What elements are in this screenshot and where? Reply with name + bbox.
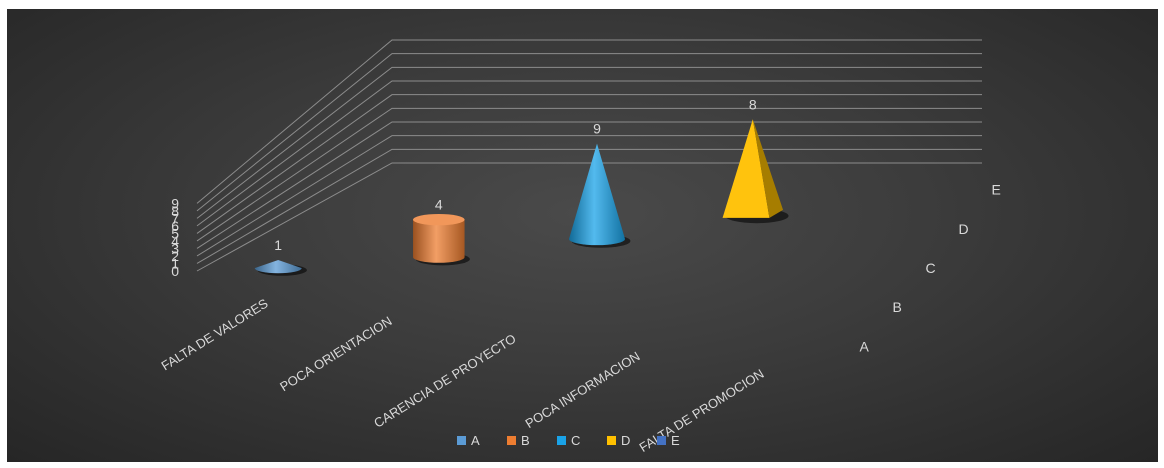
y-tick-label: 7: [171, 210, 179, 226]
legend-label: C: [571, 433, 580, 448]
series-axis-label: A: [860, 338, 870, 354]
cylinder-top: [413, 213, 465, 226]
data-shape-a: [254, 259, 307, 276]
category-label: POCA INFORMACION: [523, 348, 643, 431]
data-labels: 8 9 4 1: [274, 96, 757, 253]
gridline-3: [196, 121, 982, 249]
y-tick-label: 0: [171, 263, 179, 279]
data-shape-b: [413, 213, 470, 266]
legend: A B C D E: [457, 433, 680, 448]
y-tick-label: 9: [171, 195, 179, 211]
legend-item: D: [607, 433, 630, 448]
series-axis-label: C: [926, 260, 936, 276]
gridline-5: [196, 94, 982, 234]
gridline-1: [196, 148, 982, 264]
cylinder-body: [413, 219, 465, 263]
data-shape-c: [569, 143, 631, 248]
y-tick-label: 5: [171, 225, 179, 241]
y-tick-label: 8: [171, 203, 179, 219]
series-axis-labels: A B C D E: [860, 182, 1001, 355]
data-shapes: [254, 119, 789, 276]
gridline-6: [196, 80, 982, 227]
gridline-7: [196, 66, 982, 219]
legend-swatch: [607, 436, 616, 445]
series-axis-label: D: [959, 221, 969, 237]
category-label: FALTA DE VALORES: [158, 295, 270, 373]
data-shape-d: [722, 119, 789, 224]
data-label: 4: [435, 197, 443, 213]
cone-body: [254, 259, 302, 274]
legend-label: B: [521, 433, 530, 448]
legend-item: A: [457, 433, 480, 448]
legend-label: A: [471, 433, 480, 448]
data-label: 8: [749, 96, 757, 112]
pyramid-side: [752, 119, 784, 218]
cone-body: [569, 143, 625, 246]
y-tick-label: 6: [171, 218, 179, 234]
series-axis-label: B: [893, 299, 902, 315]
legend-label: E: [671, 433, 680, 448]
legend-label: D: [621, 433, 630, 448]
legend-swatch: [657, 436, 666, 445]
gridline-2: [196, 135, 982, 257]
legend-swatch: [507, 436, 516, 445]
legend-swatch: [457, 436, 466, 445]
gridline-8: [196, 53, 982, 212]
gridline-0: [196, 162, 982, 272]
category-axis-labels: FALTA DE VALORES POCA ORIENTACIONCARENCIA…: [158, 295, 766, 455]
gridlines: [196, 39, 982, 272]
y-tick-label: 1: [171, 255, 179, 271]
y-tick-label: 2: [171, 248, 179, 264]
data-label: 1: [274, 237, 282, 253]
gridline-4: [196, 107, 982, 242]
gridline-9: [196, 39, 982, 204]
category-label: CARENCIA DE PROYECTO: [371, 331, 518, 431]
y-tick-label: 3: [171, 240, 179, 256]
legend-item: C: [557, 433, 580, 448]
data-label: 9: [593, 121, 601, 137]
legend-item: E: [657, 433, 680, 448]
legend-item: B: [507, 433, 530, 448]
category-label: FALTA DE PROMOCION: [637, 366, 767, 455]
pyramid-front: [722, 119, 770, 218]
y-tick-label: 4: [171, 233, 179, 249]
legend-swatch: [557, 436, 566, 445]
category-label: POCA ORIENTACION: [277, 313, 394, 394]
series-axis-label: E: [992, 182, 1001, 198]
